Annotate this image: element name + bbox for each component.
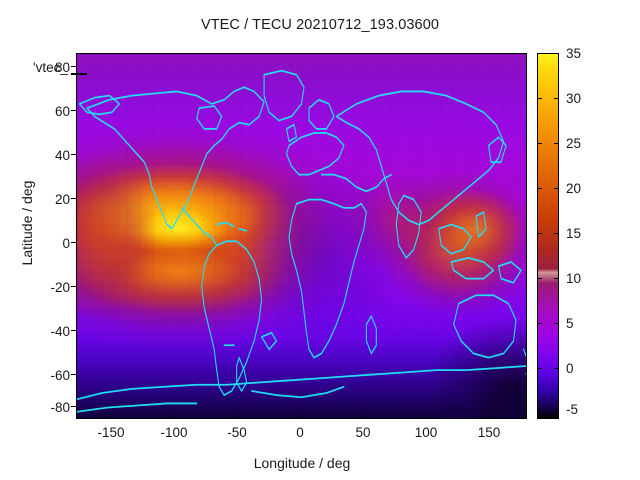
x-axis-title: Longitude / deg — [253, 455, 351, 471]
x-tick-label: 100 — [414, 425, 438, 440]
colorbar-tick-mark — [537, 143, 542, 144]
x-tick-mark — [111, 414, 112, 419]
y-tick-label: -20 — [50, 280, 70, 295]
colorbar-tick-mark — [554, 143, 559, 144]
colorbar-tick-mark — [554, 188, 559, 189]
map-plot-area[interactable] — [76, 53, 527, 419]
y-tick-label: 80 — [54, 60, 70, 75]
x-tick-label: 150 — [477, 425, 501, 440]
y-tick-mark — [71, 154, 76, 155]
colorbar-tick-mark — [537, 188, 542, 189]
y-tick-mark — [71, 330, 76, 331]
y-tick-mark — [71, 66, 76, 67]
x-tick-mark — [489, 414, 490, 419]
x-tick-label: 0 — [296, 425, 304, 440]
x-tick-mark — [300, 414, 301, 419]
colorbar-tick-mark — [537, 233, 542, 234]
colorbar-tick-label: 5 — [566, 316, 574, 331]
y-tick-label: -40 — [50, 324, 70, 339]
y-tick-label: 40 — [54, 148, 70, 163]
heatmap-se-dark-corner — [77, 54, 526, 418]
page-title: VTEC / TECU 20210712_193.03600 — [200, 17, 440, 33]
y-tick-label: 20 — [54, 192, 70, 207]
coastline-overlay — [77, 54, 526, 418]
y-tick-mark — [71, 242, 76, 243]
colorbar-tick-label: 35 — [566, 46, 582, 61]
colorbar-tick-mark — [554, 278, 559, 279]
y-axis-title: Latitude / deg — [19, 180, 35, 266]
colorbar-tick-label: 30 — [566, 91, 582, 106]
colorbar-tick-label: 0 — [566, 361, 574, 376]
colorbar[interactable] — [537, 53, 559, 419]
x-tick-mark — [237, 414, 238, 419]
x-tick-label: -150 — [97, 425, 125, 440]
x-tick-label: -50 — [227, 425, 247, 440]
x-tick-mark — [363, 414, 364, 419]
colorbar-tick-label: 25 — [566, 136, 582, 151]
y-tick-label: 60 — [54, 104, 70, 119]
y-tick-label: -80 — [50, 400, 70, 415]
colorbar-tick-mark — [554, 368, 559, 369]
y-tick-label: 0 — [62, 236, 70, 251]
vtec-heatmap-field — [77, 54, 526, 418]
y-tick-mark — [71, 286, 76, 287]
colorbar-tick-mark — [537, 323, 542, 324]
colorbar-tick-label: -5 — [566, 402, 579, 417]
y-tick-mark — [71, 406, 76, 407]
colorbar-tick-mark — [537, 98, 542, 99]
colorbar-tick-mark — [537, 368, 542, 369]
colorbar-tick-mark — [537, 278, 542, 279]
colorbar-tick-label: 20 — [566, 181, 582, 196]
colorbar-tick-label: 15 — [566, 226, 582, 241]
x-tick-mark — [174, 414, 175, 419]
x-tick-label: 50 — [355, 425, 371, 440]
y-tick-mark — [71, 198, 76, 199]
colorbar-tick-mark — [554, 323, 559, 324]
plot-key-artifact: 'vtec_ — [33, 60, 68, 75]
plot-key-sample-line — [71, 73, 87, 75]
y-tick-mark — [71, 374, 76, 375]
colorbar-tick-mark — [554, 233, 559, 234]
x-tick-mark — [426, 414, 427, 419]
x-tick-label: -100 — [160, 425, 188, 440]
y-tick-label: -60 — [50, 368, 70, 383]
colorbar-tick-mark — [554, 98, 559, 99]
colorbar-tick-label: 10 — [566, 271, 582, 286]
y-tick-mark — [71, 110, 76, 111]
